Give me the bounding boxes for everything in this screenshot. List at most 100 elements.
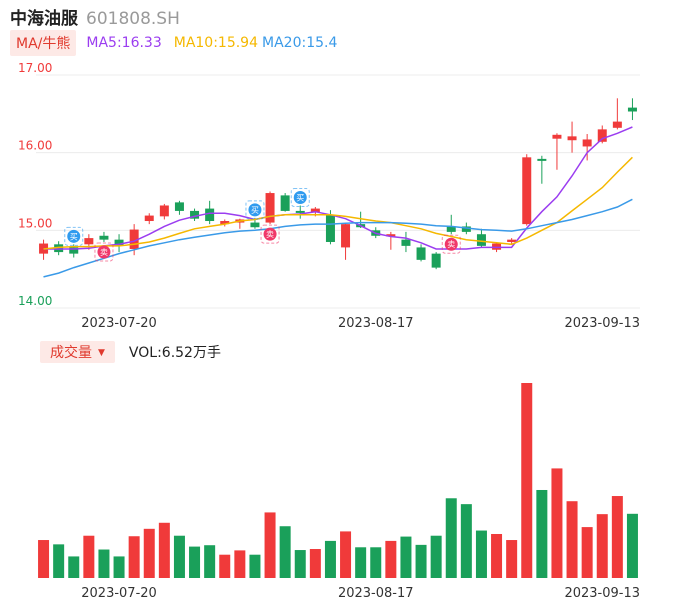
volume-toggle-button[interactable]: 成交量 ▼ bbox=[40, 341, 115, 363]
ma5-line bbox=[43, 126, 633, 250]
sell-marker-halo bbox=[94, 242, 114, 262]
volume-bar bbox=[309, 549, 321, 578]
volume-bar bbox=[536, 489, 548, 578]
volume-legend: 成交量 ▼ VOL:6.52万手 bbox=[40, 341, 221, 363]
buy-marker-icon bbox=[248, 203, 262, 217]
sell-marker-halo bbox=[260, 224, 280, 244]
date-tick-label: 2023-08-17 bbox=[338, 316, 414, 331]
volume-bar bbox=[355, 547, 367, 578]
volume-bar bbox=[204, 545, 216, 578]
candle-body bbox=[220, 221, 230, 225]
candle-body bbox=[597, 129, 607, 142]
buy-marker-icon bbox=[293, 190, 307, 204]
stock-header: 中海油服 601808.SH bbox=[10, 4, 180, 30]
candle-body bbox=[84, 238, 94, 245]
sell-marker-label: 卖 bbox=[100, 248, 108, 257]
candle-body bbox=[507, 239, 517, 242]
price-tick-label: 16.00 bbox=[18, 139, 52, 153]
volume-bar bbox=[279, 526, 291, 578]
candle-body bbox=[341, 224, 351, 248]
volume-bar bbox=[521, 383, 533, 578]
sell-marker-icon bbox=[444, 237, 458, 251]
candle-body bbox=[205, 208, 215, 222]
volume-bar bbox=[400, 536, 412, 578]
volume-value: VOL:6.52万手 bbox=[128, 345, 221, 361]
buy-marker-label: 买 bbox=[251, 206, 259, 215]
ma-toggle-button[interactable]: MA/牛熊 bbox=[10, 30, 77, 56]
candle-body bbox=[492, 243, 502, 250]
candle-body bbox=[295, 210, 305, 213]
sell-marker-halo bbox=[441, 234, 461, 254]
date-tick-label: 2023-07-20 bbox=[81, 316, 157, 331]
candle-body bbox=[582, 139, 592, 147]
candle-body bbox=[265, 193, 275, 223]
volume-bar bbox=[219, 554, 231, 578]
volume-bar bbox=[143, 528, 155, 578]
candle-body bbox=[325, 214, 335, 242]
candle-body bbox=[114, 239, 124, 246]
volume-bar bbox=[128, 536, 140, 578]
candle-body bbox=[159, 205, 169, 217]
volume-bar bbox=[370, 547, 382, 578]
stock-code: 601808.SH bbox=[86, 9, 180, 29]
volume-bar bbox=[264, 512, 276, 578]
volume-bar bbox=[506, 540, 518, 578]
volume-bar bbox=[340, 531, 352, 578]
volume-bar bbox=[38, 540, 50, 578]
buy-marker-label: 买 bbox=[296, 193, 304, 202]
candle-body bbox=[280, 195, 290, 211]
price-tick-label: 15.00 bbox=[18, 216, 52, 230]
caret-down-icon: ▼ bbox=[98, 348, 105, 358]
volume-bar bbox=[445, 498, 457, 578]
volume-bar bbox=[430, 535, 442, 578]
volume-bar bbox=[173, 535, 185, 578]
candle-body bbox=[401, 239, 411, 246]
sell-marker-icon bbox=[263, 227, 277, 241]
volume-bar bbox=[611, 496, 623, 578]
candle-body bbox=[144, 215, 154, 222]
candle-body bbox=[129, 229, 139, 249]
volume-bar bbox=[491, 533, 503, 578]
volume-bar bbox=[98, 549, 110, 578]
volume-bar bbox=[189, 546, 201, 578]
candle-body bbox=[431, 253, 441, 268]
volume-bar bbox=[83, 535, 95, 578]
volume-bar bbox=[460, 504, 472, 578]
candle-body bbox=[69, 247, 79, 254]
ma-legend: MA/牛熊 MA5:16.33 MA10:15.94 MA20:15.4 bbox=[10, 30, 337, 56]
candle-body bbox=[386, 234, 396, 237]
volume-bar bbox=[596, 514, 608, 578]
ma20-line bbox=[43, 198, 633, 278]
candle-body bbox=[250, 222, 260, 228]
candle-body bbox=[627, 107, 637, 112]
volume-bar bbox=[53, 544, 65, 578]
stock-name: 中海油服 bbox=[10, 9, 78, 29]
sell-marker-icon bbox=[97, 245, 111, 259]
volume-bar bbox=[475, 530, 487, 578]
candle-body bbox=[310, 208, 320, 213]
candle-body bbox=[416, 247, 426, 260]
candle-body bbox=[190, 210, 200, 219]
candle-body bbox=[552, 134, 562, 139]
volume-date-tick-label: 2023-07-20 bbox=[81, 586, 157, 601]
buy-marker-icon bbox=[67, 229, 81, 243]
candle-body bbox=[99, 235, 109, 240]
volume-bar bbox=[234, 550, 246, 578]
price-tick-label: 14.00 bbox=[18, 294, 52, 308]
candle-body bbox=[612, 121, 622, 128]
buy-marker-halo bbox=[290, 187, 310, 207]
candle-body bbox=[446, 226, 456, 232]
volume-date-tick-label: 2023-08-17 bbox=[338, 586, 414, 601]
buy-marker-halo bbox=[64, 226, 84, 246]
sell-marker-label: 卖 bbox=[266, 230, 274, 239]
volume-bar bbox=[551, 468, 563, 578]
candle-body bbox=[461, 226, 471, 232]
candle-body bbox=[54, 244, 64, 253]
volume-bar bbox=[68, 556, 80, 578]
volume-bar bbox=[415, 544, 427, 578]
volume-toggle-label: 成交量 bbox=[50, 345, 92, 361]
volume-bar bbox=[626, 513, 638, 578]
candle-body bbox=[174, 202, 184, 211]
candle-body bbox=[476, 234, 486, 246]
